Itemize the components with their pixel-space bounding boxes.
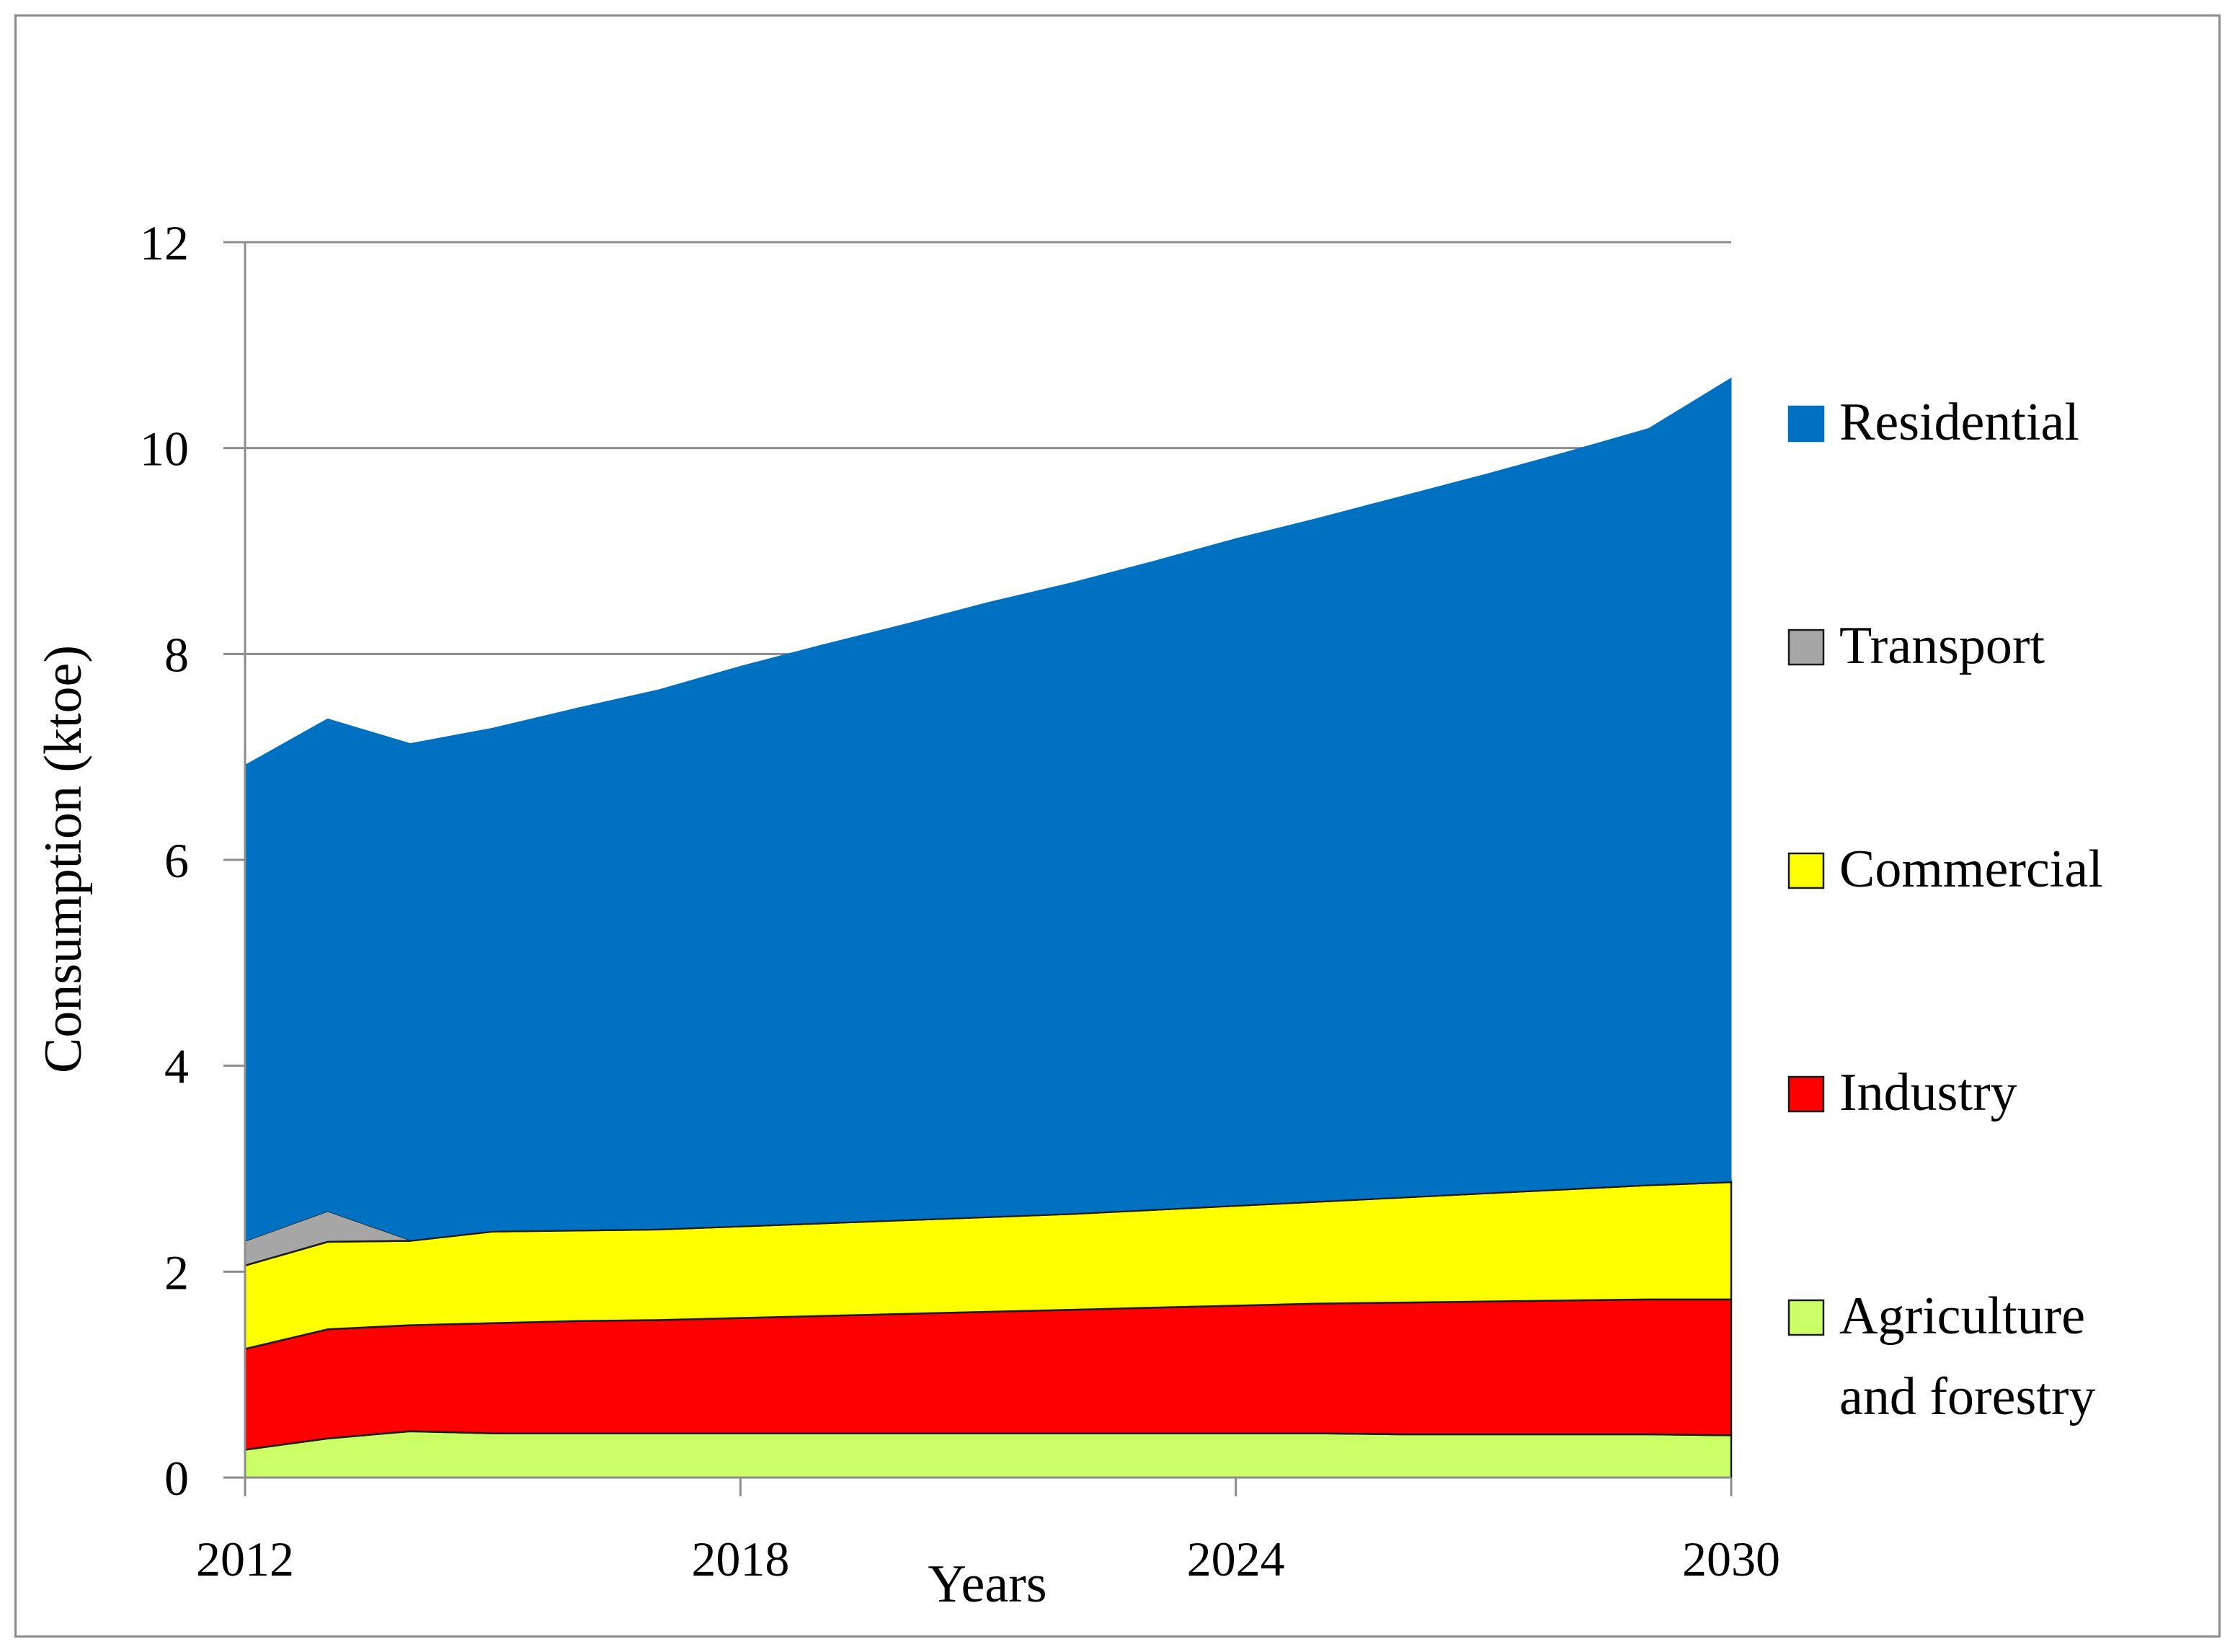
area-agriculture-and-forestry: [244, 1430, 1733, 1479]
area-series: [244, 378, 1733, 1479]
legend-swatch-industry: [1787, 1075, 1825, 1113]
legend-label-industry: Industry: [1839, 1063, 2017, 1122]
y-tick-label: 12: [140, 216, 189, 270]
legend-swatch-residential: [1787, 405, 1825, 443]
y-axis-title: Consumption (ktoe): [34, 645, 93, 1073]
legend-item-residential: Residential: [1787, 393, 2079, 452]
x-tick-label: 2030: [1682, 1532, 1780, 1586]
legend-label-agriculture-and-forestry: and forestry: [1839, 1367, 2095, 1426]
legend-label-commercial: Commercial: [1839, 840, 2103, 899]
x-tick-label: 2012: [196, 1532, 294, 1586]
legend-item-agriculture-and-forestry: Agriculture and forestry: [1787, 1287, 2095, 1426]
legend-swatch-agriculture-and-forestry: [1787, 1299, 1825, 1336]
legend-item-commercial: Commercial: [1787, 840, 2103, 899]
legend-swatch-transport: [1787, 629, 1825, 666]
y-tick-label: 4: [164, 1039, 189, 1094]
legend-item-industry: Industry: [1787, 1063, 2017, 1122]
x-tick-label: 2024: [1187, 1532, 1285, 1586]
axis-labels: 0 2 4 6 8 10 12 2012 2018 2024 2030 Years Consumptio…: [34, 216, 1780, 1614]
legend-label-residential: Residential: [1839, 393, 2079, 452]
y-tick-label: 6: [164, 833, 189, 888]
legend-label-transport: Transport: [1839, 616, 2045, 675]
y-tick-label: 10: [140, 422, 189, 476]
legend-swatch-commercial: [1787, 852, 1825, 889]
x-axis-title: Years: [928, 1555, 1047, 1614]
area-residential: [244, 378, 1732, 1241]
legend-item-transport: Transport: [1787, 616, 2045, 675]
y-tick-label: 0: [164, 1451, 189, 1506]
y-tick-label: 2: [164, 1245, 189, 1300]
axes: [223, 241, 1733, 1496]
legend: Residential Transport Commercial Industry Ag…: [1787, 393, 2103, 1426]
y-tick-label: 8: [164, 627, 189, 682]
x-tick-label: 2018: [691, 1532, 789, 1586]
legend-label-agriculture-and-forestry: Agriculture: [1839, 1287, 2085, 1346]
